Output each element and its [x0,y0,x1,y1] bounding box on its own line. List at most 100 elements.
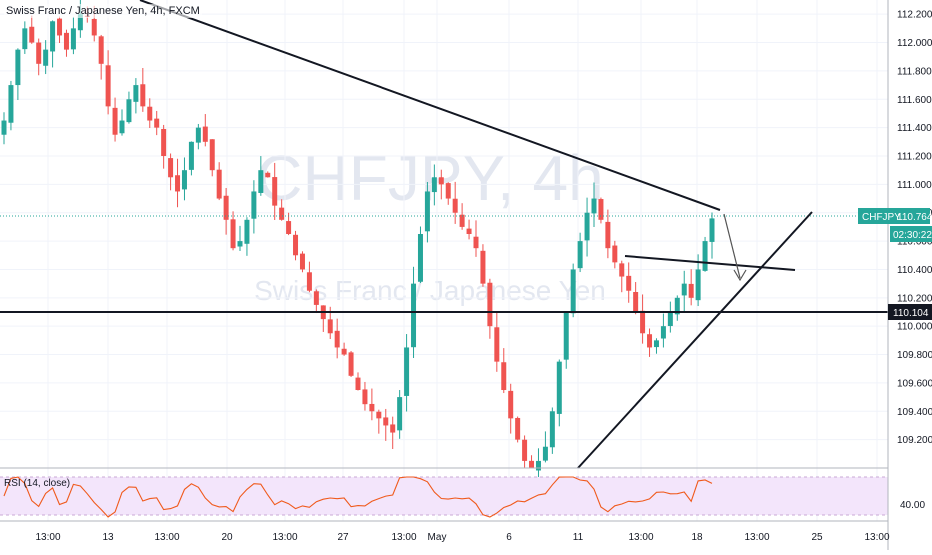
candle-body [577,241,583,269]
candle-body [202,126,208,142]
candle-body [404,347,410,396]
candle-body [535,460,541,471]
candle-body [619,263,625,277]
candle-body [133,85,139,102]
countdown-badge [890,226,932,242]
candle-body [112,107,118,135]
uptrend-line[interactable] [577,211,813,469]
candle-body [50,21,56,52]
y-tick-label: 109.400 [897,407,932,418]
x-tick-label: 13:00 [391,532,416,543]
candle-body [43,49,49,66]
candle-body [529,460,535,468]
rsi-tick: 40.00 [900,500,925,511]
candle-body [549,411,555,448]
candle-body [431,177,437,193]
candle-body [181,170,187,190]
x-tick-label: 13:00 [154,532,179,543]
x-tick-label: 13:00 [744,532,769,543]
candle-body [8,85,14,123]
price-badge-symbol: CHFJPY [862,212,901,223]
candle-body [29,26,35,43]
candle-body [647,334,653,348]
candle-body [355,377,361,390]
candle-body [140,84,146,107]
y-tick-label: 110.000 [897,322,932,333]
x-tick-label: 13:00 [864,532,889,543]
candle-body [660,326,666,339]
candle-body [487,282,493,327]
candle-body [598,199,604,220]
candle-body [175,175,181,192]
candle-body [452,198,458,213]
candle-body [605,221,611,249]
candle-body [376,411,382,419]
candle-body [22,28,28,50]
watermark-name: Swiss Franc / Japanese Yen [254,275,606,306]
candle-body [265,172,271,178]
candle-body [522,439,528,461]
watermark-symbol: CHFJPY, 4h [256,142,603,214]
y-tick-label: 111.400 [897,123,932,134]
x-tick-label: 13 [102,532,114,543]
midline[interactable] [624,255,796,271]
candle-body [348,352,354,376]
candle-body [313,291,319,305]
candle-body [709,218,715,242]
candle-body [570,269,576,314]
candle-body [15,49,21,86]
candle-body [299,253,305,270]
candle-body [209,139,215,171]
price-badge [858,208,930,224]
candle-body [168,158,174,178]
candle-body [653,340,659,348]
downtrend-line[interactable] [139,0,721,211]
y-tick-label: 112.200 [897,10,932,21]
x-tick-label: 13:00 [35,532,60,543]
candle-body [223,195,229,220]
candle-body [272,177,278,206]
y-tick-label: 111.800 [897,66,932,77]
candles [1,0,715,479]
candle-body [584,212,590,241]
candle-body [556,361,562,414]
candle-body [445,183,451,199]
candle-body [695,269,701,301]
candle-body [438,177,444,185]
candle-body [341,348,347,355]
x-tick-label: 20 [221,532,233,543]
candle-body [417,234,423,282]
level-badge [888,304,932,320]
y-tick-label: 111.000 [897,180,932,191]
candle-body [688,283,694,298]
grid [0,0,888,521]
candle-body [188,141,194,170]
candle-body [258,170,264,193]
x-tick-label: 6 [506,532,512,543]
candle-body [508,390,514,419]
y-tick-label: 109.800 [897,350,932,361]
rsi-band [0,477,888,515]
rsi-label: RSI (14, close) [4,478,71,489]
candle-body [563,312,569,360]
x-tick-label: 25 [811,532,823,543]
x-tick-label: 27 [337,532,349,543]
candle-body [98,36,104,64]
candle-body [216,169,222,199]
y-tick-label: 110.400 [897,265,932,276]
candle-body [147,106,153,121]
candle-body [154,118,160,128]
candle-body [91,18,97,36]
candle-body [327,319,333,334]
candle-body [542,446,548,461]
y-tick-label: 109.600 [897,378,932,389]
candle-body [480,250,486,284]
candle-body [466,228,472,234]
candle-body [424,191,430,232]
x-tick-label: 18 [691,532,703,543]
candle-body [494,327,500,362]
y-tick-label: 112.000 [897,38,932,49]
candle-body [369,403,375,412]
